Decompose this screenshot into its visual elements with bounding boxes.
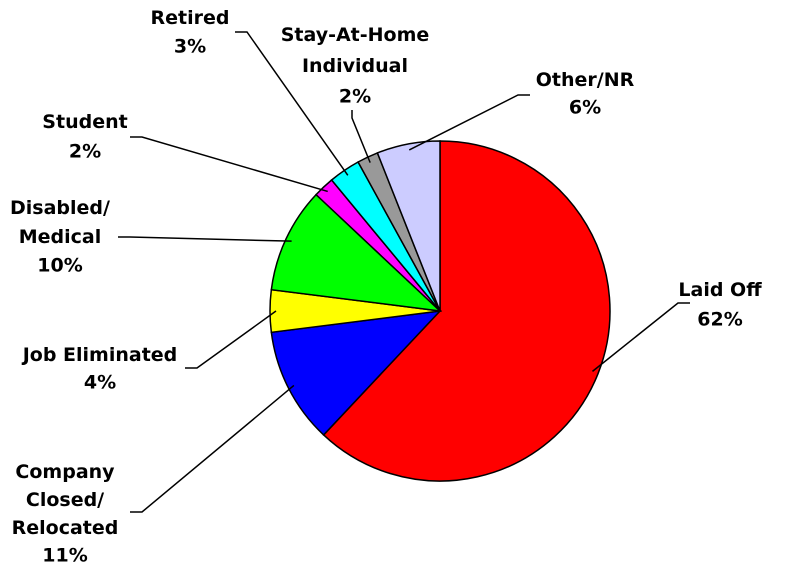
pie-slice xyxy=(270,309,442,436)
pie-slice xyxy=(376,140,441,312)
slice-label-line: Student xyxy=(42,111,127,133)
slice-label-line: Stay-At-Home xyxy=(281,24,430,46)
leader-line xyxy=(235,31,349,176)
pie-slice xyxy=(270,193,443,313)
slice-label-line: Disabled/ xyxy=(10,197,110,219)
value-label: 62% xyxy=(697,309,742,331)
value-label: 2% xyxy=(339,86,371,108)
leader-line xyxy=(130,136,328,193)
slice-label: Student xyxy=(42,111,127,133)
slice-label: Stay-At-Home Individual xyxy=(281,24,430,77)
value-label: 10% xyxy=(37,255,82,277)
leader-line xyxy=(118,236,292,242)
slice-label: Company Closed/Relocated xyxy=(12,461,119,539)
slice-label-line: Laid Off xyxy=(678,279,762,301)
slice-label-line: Other/NR xyxy=(536,69,635,91)
slice-label-line: Job Eliminated xyxy=(21,344,178,366)
value-label: 4% xyxy=(84,372,116,394)
pie-slice xyxy=(322,140,611,482)
leader-line xyxy=(130,384,295,513)
slice-label: Disabled/Medical xyxy=(10,197,110,248)
leader-line xyxy=(408,94,530,151)
slice-label: Job Eliminated xyxy=(21,344,178,366)
leader-line xyxy=(351,110,371,163)
slice-label-line: Retired xyxy=(151,7,230,29)
leader-line xyxy=(592,302,690,372)
slice-label-line: Closed/ xyxy=(26,489,104,511)
slice-label: Retired xyxy=(151,7,230,29)
value-label: 6% xyxy=(569,97,601,119)
slice-label-line: Company xyxy=(15,461,115,483)
leader-line xyxy=(185,310,277,369)
value-label: 11% xyxy=(42,545,87,567)
value-label: 3% xyxy=(174,36,206,58)
value-label: 2% xyxy=(69,141,101,163)
slice-label: Laid Off xyxy=(678,279,762,301)
slice-label-line: Individual xyxy=(302,55,408,77)
slice-label-line: Relocated xyxy=(12,517,119,539)
slice-label: Other/NR xyxy=(536,69,635,91)
slice-label-line: Medical xyxy=(19,226,102,248)
